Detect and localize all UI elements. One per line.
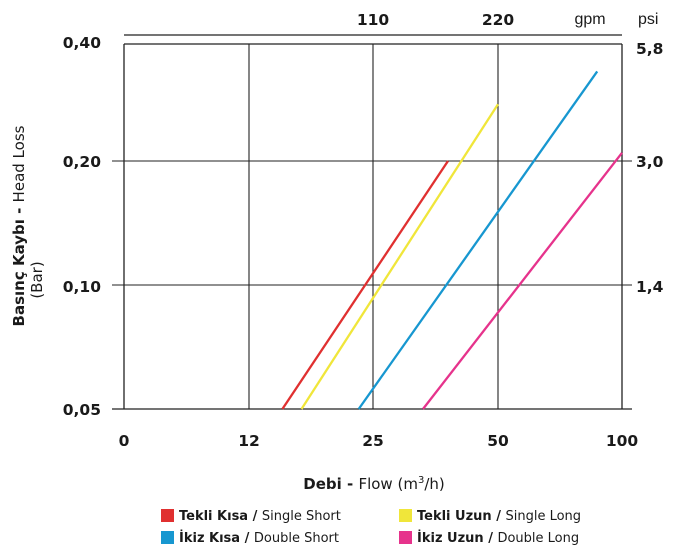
x-axis-title-bold: Debi <box>303 475 342 493</box>
psi-unit-label: psi <box>638 11 658 28</box>
psi-tick: 3,0 <box>636 153 664 171</box>
legend-label-bold: İkiz Uzun / <box>417 530 497 546</box>
legend-label-bold: Tekli Uzun / <box>417 509 505 524</box>
legend-label-text: Single Short <box>262 509 341 524</box>
series-group <box>281 70 623 410</box>
psi-tick: 1,4 <box>636 278 664 296</box>
series-line-4 <box>422 152 623 410</box>
x-tick: 12 <box>238 432 260 450</box>
y-axis-title: Basınç Kaybı - Head Loss <box>10 125 28 326</box>
gpm-tick: 110 <box>357 11 390 29</box>
legend-label-bold: Tekli Kısa / <box>179 509 262 524</box>
legend-label: İkiz Uzun / Double Long <box>417 530 579 546</box>
x-axis-title-sup: 3 <box>418 475 424 486</box>
series-line-1 <box>281 160 449 410</box>
y-tick: 0,10 <box>63 278 101 296</box>
legend-label-text: Single Long <box>505 509 581 524</box>
y-axis-title-sep: - <box>10 202 28 219</box>
x-axis-title-sep: - <box>342 475 359 493</box>
y-axis-title-bold: Basınç Kaybı <box>10 219 28 326</box>
legend-swatch <box>161 509 174 522</box>
plot-frame <box>112 43 632 410</box>
y-axis-title-text: Head Loss <box>10 125 28 202</box>
legend-swatch <box>399 509 412 522</box>
grid <box>112 44 632 409</box>
legend-label: İkiz Kısa / Double Short <box>179 530 339 546</box>
x-tick: 0 <box>119 432 130 450</box>
series-line-2 <box>300 103 499 410</box>
gpm-unit-label: gpm <box>574 11 605 28</box>
legend-label-text: Double Long <box>497 531 579 546</box>
legend-label: Tekli Kısa / Single Short <box>179 509 341 524</box>
x-tick: 50 <box>487 432 509 450</box>
x-axis-title: Debi - Flow (m3/h) <box>303 475 444 493</box>
legend-label-text: Double Short <box>254 531 339 546</box>
legend-swatch <box>399 531 412 544</box>
y-tick: 0,05 <box>63 401 101 419</box>
legend-label-bold: İkiz Kısa / <box>179 530 254 546</box>
psi-tick: 5,8 <box>636 40 663 58</box>
legend-label: Tekli Uzun / Single Long <box>417 509 581 524</box>
x-tick: 100 <box>606 432 639 450</box>
x-tick: 25 <box>362 432 384 450</box>
y-axis-unit: (Bar) <box>28 261 46 298</box>
x-axis-title-end: /h) <box>424 475 444 493</box>
y-tick: 0,40 <box>63 34 101 52</box>
x-axis-title-text: Flow (m <box>358 475 417 493</box>
legend-swatch <box>161 531 174 544</box>
series-line-3 <box>357 70 599 410</box>
legend: Tekli Kısa / Single Short Tekli Uzun / Si… <box>161 509 581 546</box>
gpm-tick: 220 <box>482 11 515 29</box>
y-tick: 0,20 <box>63 153 101 171</box>
